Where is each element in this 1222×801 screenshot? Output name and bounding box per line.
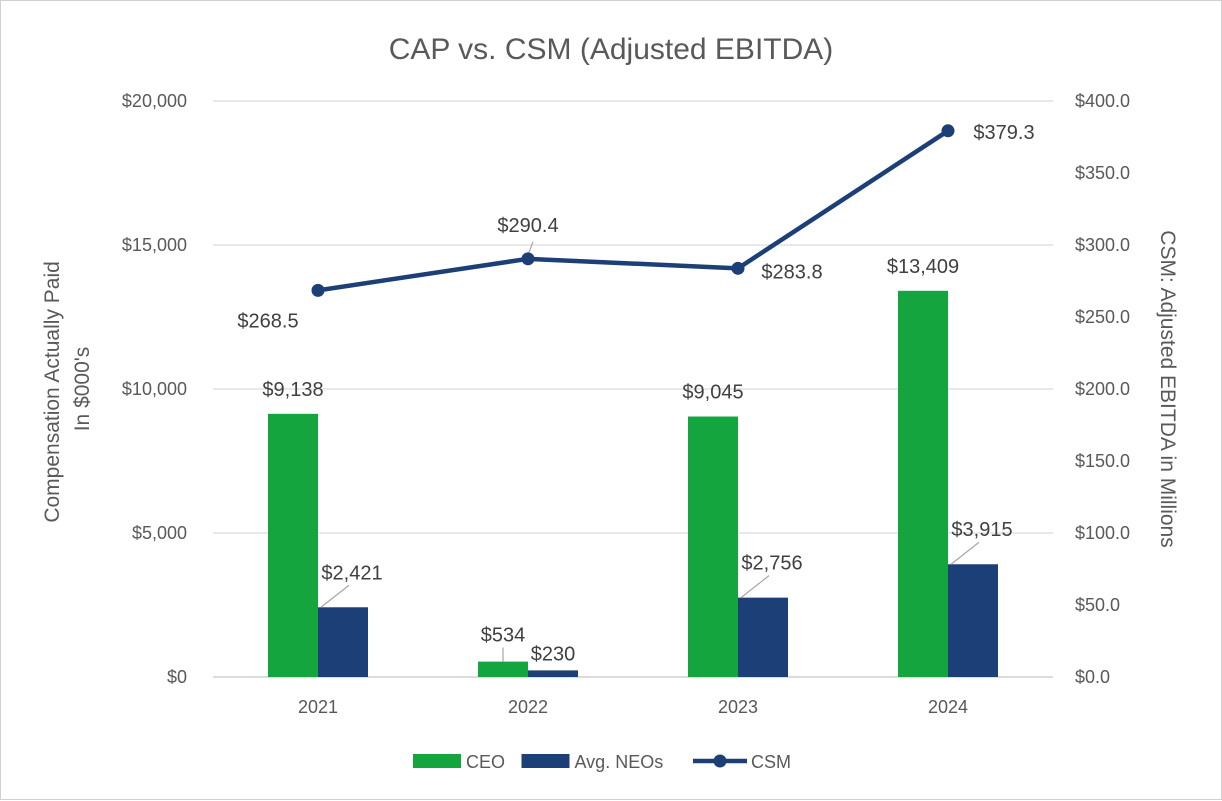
- line-point-csm: [521, 252, 535, 266]
- line-data-label: $268.5: [237, 310, 298, 332]
- right-tick-label: $100.0: [1075, 523, 1130, 543]
- bar-avg-neos: [738, 597, 788, 677]
- bar-data-label: $3,915: [951, 519, 1012, 541]
- line-point-csm: [731, 261, 745, 275]
- category-axis-ticks: 2021 2022 2023 2024: [298, 697, 968, 717]
- left-axis-title-line-2: In $000's: [71, 347, 94, 432]
- legend-marker: [713, 754, 727, 768]
- bar-avg-neos: [528, 670, 578, 677]
- line-point-csm: [941, 124, 955, 138]
- label-leader-lines: [320, 241, 980, 662]
- left-axis-title: Compensation Actually Paid In $000's: [41, 255, 94, 522]
- bar-ceo: [478, 661, 528, 677]
- chart-title: CAP vs. CSM (Adjusted EBITDA): [389, 33, 834, 66]
- line-csm: [317, 128, 950, 293]
- bar-data-label: $2,756: [741, 553, 802, 575]
- bar-data-label: $230: [531, 643, 576, 665]
- line-point-csm: [311, 283, 325, 297]
- right-tick-label: $300.0: [1075, 235, 1130, 255]
- right-axis-title: CSM: Adjusted EBITDA in Millions: [1156, 230, 1179, 547]
- bar-avg-neos: [318, 607, 368, 677]
- right-tick-label: $0.0: [1075, 667, 1110, 687]
- bar-ceo: [268, 413, 318, 677]
- category-label: 2024: [928, 697, 968, 717]
- left-tick-label: $15,000: [122, 235, 187, 255]
- legend-label: CEO: [466, 752, 505, 772]
- left-tick-label: $0: [167, 667, 187, 687]
- legend-swatch: [521, 754, 570, 768]
- line-series: [311, 124, 955, 297]
- leader-line: [320, 584, 350, 608]
- line-data-label: $283.8: [761, 261, 822, 283]
- bar-data-label: $2,421: [321, 562, 382, 584]
- legend-swatch: [413, 754, 461, 768]
- bar-series: [268, 290, 998, 677]
- line-data-label: $379.3: [973, 122, 1034, 144]
- right-tick-label: $250.0: [1075, 307, 1130, 327]
- right-tick-label: $200.0: [1075, 379, 1130, 399]
- bar-data-label: $9,138: [262, 379, 323, 401]
- data-labels: $9,138 $534 $9,045 $13,409 $2,421 $230 $2,756 $…: [237, 122, 1034, 666]
- left-tick-label: $20,000: [122, 91, 187, 111]
- left-tick-label: $5,000: [132, 523, 187, 543]
- left-axis-ticks: $0 $5,000 $10,000 $15,000 $20,000: [122, 91, 187, 687]
- category-label: 2022: [508, 697, 548, 717]
- bar-ceo: [898, 290, 948, 677]
- right-tick-label: $400.0: [1075, 91, 1130, 111]
- right-tick-label: $150.0: [1075, 451, 1130, 471]
- legend-label: Avg. NEOs: [575, 752, 664, 772]
- bar-data-label: $13,409: [887, 256, 959, 278]
- category-label: 2023: [718, 697, 758, 717]
- bar-avg-neos: [948, 564, 998, 677]
- legend-label: CSM: [751, 752, 791, 772]
- bar-ceo: [688, 416, 738, 677]
- leader-line: [950, 541, 980, 565]
- right-tick-label: $350.0: [1075, 163, 1130, 183]
- leader-line: [740, 575, 770, 599]
- category-label: 2021: [298, 697, 338, 717]
- left-axis-title-line-1: Compensation Actually Paid: [41, 261, 64, 523]
- left-tick-label: $10,000: [122, 379, 187, 399]
- bar-data-label: $534: [481, 625, 526, 647]
- right-axis-ticks: $0.0 $50.0 $100.0 $150.0 $200.0 $250.0 $300.0 $…: [1075, 91, 1130, 687]
- right-tick-label: $50.0: [1075, 595, 1120, 615]
- line-data-label: $290.4: [497, 215, 558, 237]
- legend: CEO Avg. NEOs CSM: [413, 752, 791, 772]
- bar-data-label: $9,045: [682, 382, 743, 404]
